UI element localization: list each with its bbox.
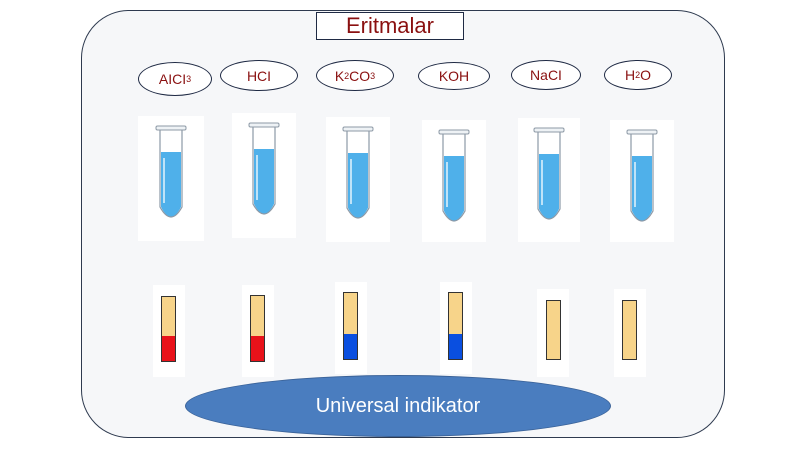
tube-glass [346, 131, 370, 219]
test-tube-3 [326, 117, 390, 242]
test-tube-icon [248, 122, 280, 215]
indicator-strip-color [449, 334, 462, 359]
test-tube-5 [518, 118, 580, 242]
liquid-fill [444, 156, 464, 221]
liquid-fill [539, 154, 559, 219]
test-tube-icon [438, 129, 470, 222]
tube-rim [438, 129, 470, 135]
label-solution-2: HCI [220, 60, 298, 91]
indicator-strip-color [623, 334, 636, 359]
tube-glass [159, 130, 183, 218]
universal-indicator-base: Universal indikator [185, 375, 611, 437]
tube-glass [630, 134, 654, 222]
indicator-label: Universal indikator [315, 394, 481, 417]
tube-rim [626, 129, 658, 135]
tube-rim [155, 125, 187, 131]
tube-rim [533, 127, 565, 133]
page-title: Eritmalar [345, 13, 434, 38]
label-solution-1: AICI 3 [138, 62, 212, 96]
indicator-strip-color [251, 336, 264, 361]
test-tube-6 [610, 120, 674, 242]
indicator-strip-color [547, 334, 560, 359]
liquid-fill [161, 152, 181, 217]
indicator-strip-color [162, 336, 175, 361]
test-tube-icon [155, 125, 187, 218]
test-tube-4 [422, 120, 486, 242]
indicator-strip-1 [161, 296, 176, 362]
indicator-strip-2 [250, 295, 265, 362]
tube-glass [252, 127, 276, 215]
test-tube-icon [533, 127, 565, 220]
tube-rim [248, 122, 280, 128]
label-solution-5: NaCI [511, 60, 581, 90]
test-tube-2 [232, 113, 296, 238]
liquid-fill [632, 156, 652, 221]
label-solution-3: K 2 CO 3 [316, 60, 394, 91]
indicator-strip-color [344, 334, 357, 359]
liquid-fill [348, 153, 368, 218]
test-tube-1 [138, 116, 204, 241]
tube-glass [442, 134, 466, 222]
label-solution-4: KOH [418, 62, 490, 90]
indicator-strip-3 [343, 292, 358, 360]
indicator-strip-5 [546, 300, 561, 360]
indicator-strip-4 [448, 292, 463, 360]
title-box: Eritmalar [316, 12, 464, 40]
test-tube-icon [342, 126, 374, 219]
liquid-fill [254, 149, 274, 214]
tube-rim [342, 126, 374, 132]
test-tube-icon [626, 129, 658, 222]
tube-glass [537, 132, 561, 220]
indicator-strip-6 [622, 300, 637, 360]
